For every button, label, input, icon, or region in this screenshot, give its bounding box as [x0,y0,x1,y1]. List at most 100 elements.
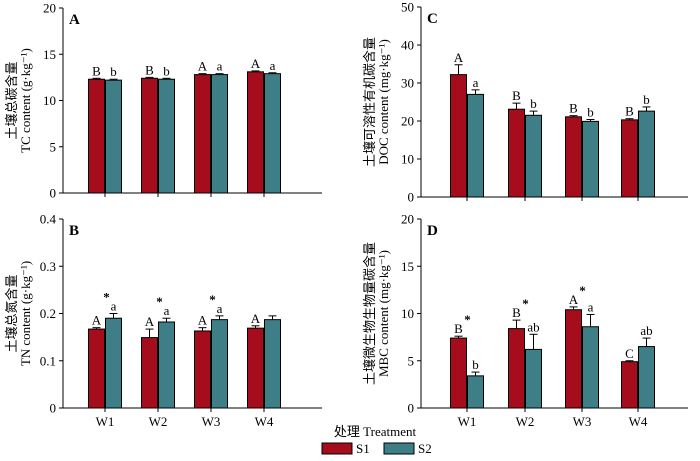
significance-label: a [111,299,117,314]
x-tick-label: W3 [202,414,221,429]
panel-B: 0 0.1 0.2 0.3 0.4 W1 W2 W3 W4 B 土壤总氮含量 TN content (… [4,212,322,429]
panel-letter: C [427,11,438,27]
y-tick-label: 0 [408,190,415,205]
significance-label: A [198,313,208,328]
bar-s1-w2 [141,77,158,194]
significance-label: A [454,50,464,65]
bar-s2-w4 [264,319,281,409]
significance-label: A [145,314,155,329]
significance-label: B [454,321,463,336]
bar-s2-w3 [582,120,599,198]
x-tick-label: W3 [573,414,592,429]
bar-s1-w4 [621,119,638,198]
panel-letter: B [69,223,79,239]
significance-label: b [587,104,594,119]
bar-s1-w3 [565,309,582,409]
panels: 0 5 10 15 20 A 土壤总碳含量 TC content (g·kg⁻¹) B B A Ab b… [4,0,688,429]
y-tick-label: 15 [43,47,56,62]
significance-label: b [530,96,537,111]
significance-label: a [588,299,594,314]
legend-swatch-s2 [383,442,415,455]
x-tick-label: W2 [516,414,535,429]
significance-label: ab [527,319,539,334]
bar-s2-w3 [582,326,599,409]
y-tick-label: 50 [401,0,414,15]
y-axis-label-en: DOC content (mg·kg⁻¹) [376,39,391,165]
y-tick-label: 5 [50,139,57,154]
significance-label: b [110,64,117,79]
y-tick-label: 15 [401,259,414,274]
significance-label: b [163,63,170,78]
bar-s1-w2 [508,108,525,198]
bar-s2-w3 [211,74,228,194]
significance-label: B [145,62,154,77]
significance-star: * [103,290,110,305]
bar-s1-w1 [450,337,467,409]
y-tick-label: 30 [401,76,414,91]
bar-s2-w1 [105,79,122,194]
bar-s2-w2 [525,348,542,409]
x-tick-label: W2 [149,414,168,429]
bar-s2-w4 [638,110,655,198]
y-axis-label-cn: 土壤总氮含量 [4,274,19,352]
significance-label: A [198,59,208,74]
y-tick-label: 20 [43,1,56,16]
bar-s2-w4 [264,73,281,194]
significance-label: A [569,292,579,307]
y-tick-label: 0.4 [40,212,57,227]
bar-s1-w3 [194,330,211,409]
panel-C: 0 10 20 30 40 50 C 土壤可溶性有机碳含量 DOC content (mg·kg… [362,0,688,205]
y-axis-label-cn: 土壤可溶性有机碳含量 [362,37,377,167]
x-axis-title: 处理 Treatment [334,424,417,439]
bar-s1-w3 [194,74,211,194]
y-tick-label: 0.1 [40,353,56,368]
bar-s2-w2 [158,78,175,194]
bar-s1-w1 [450,74,467,198]
y-axis-label-en: TC content (g·kg⁻¹) [18,48,33,153]
bar-s2-w3 [211,319,228,409]
panel-letter: A [69,12,80,28]
y-tick-label: 0 [408,401,415,416]
bar-s1-w3 [565,116,582,198]
bar-s2-w2 [525,114,542,198]
y-tick-label: 10 [43,93,56,108]
significance-star: * [464,312,471,327]
bar-s2-w1 [467,375,484,409]
y-tick-label: 10 [401,306,414,321]
significance-star: * [209,292,216,307]
y-axis-label-en: TN content (g·kg⁻¹) [18,261,33,366]
bar-s2-w1 [467,93,484,198]
bar-s1-w1 [88,78,105,194]
bar-s2-w1 [105,317,122,409]
significance-label: a [164,303,170,318]
bar-s1-w2 [508,328,525,409]
significance-label: b [643,92,650,107]
y-axis-label-cn: 土壤总碳含量 [4,61,19,139]
significance-label: a [217,59,223,74]
y-tick-label: 0 [50,401,57,416]
significance-label: A [251,56,261,71]
significance-label: A [92,313,102,328]
significance-label: B [92,63,101,78]
y-tick-label: 20 [401,114,414,129]
y-axis-label-en: MBC content (mg·kg⁻¹) [376,250,391,377]
bar-s1-w1 [88,328,105,409]
y-tick-label: 0.2 [40,306,56,321]
significance-label: B [625,104,634,119]
legend: S1 S2 [321,441,432,456]
bar-s1-w4 [247,71,264,194]
significance-label: a [217,301,223,316]
legend-swatch-s1 [321,442,353,455]
significance-star: * [156,294,163,309]
panel-A: 0 5 10 15 20 A 土壤总碳含量 TC content (g·kg⁻¹) B B A Ab b… [4,1,322,201]
legend-label-s1: S1 [356,441,370,456]
bar-s1-w4 [621,361,638,409]
significance-label: ab [640,323,652,338]
panel-letter: D [427,223,438,239]
y-tick-label: 10 [401,152,414,167]
y-axis-label-cn: 土壤微生物生物量碳含量 [362,242,377,385]
x-tick-label: W1 [458,414,477,429]
significance-label: B [512,88,521,103]
y-tick-label: 0.3 [40,259,56,274]
bar-s1-w4 [247,327,264,409]
